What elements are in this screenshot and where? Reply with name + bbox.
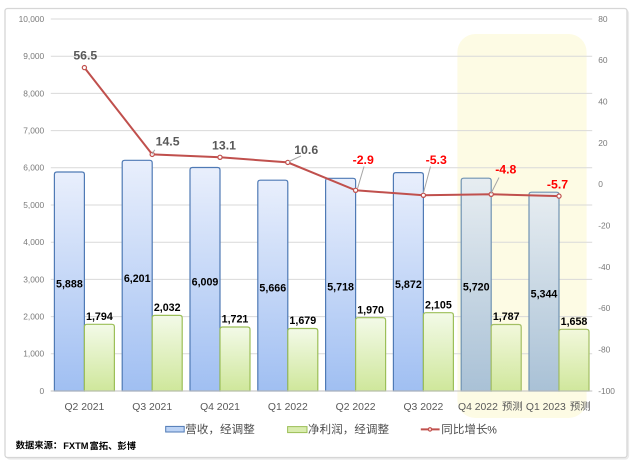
- svg-text:-80: -80: [598, 345, 610, 355]
- svg-text:5,000: 5,000: [23, 200, 44, 210]
- svg-text:FXTM: FXTM: [63, 441, 89, 451]
- svg-text:1,658: 1,658: [561, 316, 588, 328]
- svg-text:-40: -40: [598, 262, 610, 272]
- svg-text:Q2 2021: Q2 2021: [64, 402, 104, 413]
- svg-text:%: %: [487, 424, 497, 436]
- svg-text:5,888: 5,888: [56, 279, 83, 291]
- svg-text:1,794: 1,794: [86, 311, 113, 323]
- svg-text:6,000: 6,000: [23, 163, 44, 173]
- svg-text:Q4 2021: Q4 2021: [200, 402, 240, 413]
- svg-text:7,000: 7,000: [23, 126, 44, 136]
- svg-text:5,666: 5,666: [259, 283, 286, 295]
- svg-text:Q1 2022: Q1 2022: [268, 402, 308, 413]
- svg-text:20: 20: [598, 138, 608, 148]
- svg-text:8,000: 8,000: [23, 88, 44, 98]
- svg-text:1,970: 1,970: [357, 304, 384, 316]
- svg-text:13.1: 13.1: [212, 138, 236, 152]
- svg-text:Q2 2022: Q2 2022: [336, 402, 376, 413]
- svg-text:4,000: 4,000: [23, 237, 44, 247]
- svg-text:Q3 2021: Q3 2021: [132, 402, 172, 413]
- svg-text:5,720: 5,720: [463, 282, 490, 294]
- svg-text:2,032: 2,032: [154, 302, 181, 314]
- svg-text:Q4 2022: Q4 2022: [458, 402, 498, 413]
- svg-text:10,000: 10,000: [19, 14, 45, 24]
- svg-text:1,787: 1,787: [493, 311, 520, 323]
- svg-text:-20: -20: [598, 221, 610, 231]
- svg-text:10.6: 10.6: [294, 143, 318, 157]
- svg-text:5,344: 5,344: [531, 289, 558, 301]
- svg-text:-4.8: -4.8: [495, 162, 516, 176]
- svg-text:Q1 2023: Q1 2023: [526, 402, 566, 413]
- svg-text:80: 80: [598, 14, 608, 24]
- svg-text:0: 0: [598, 179, 603, 189]
- svg-text:60: 60: [598, 55, 608, 65]
- svg-text:3,000: 3,000: [23, 274, 44, 284]
- svg-text:6,009: 6,009: [192, 276, 219, 288]
- svg-text:56.5: 56.5: [73, 48, 97, 62]
- svg-text:-5.7: -5.7: [547, 178, 568, 192]
- svg-text:5,872: 5,872: [395, 279, 422, 291]
- svg-text:14.5: 14.5: [156, 134, 180, 148]
- svg-text:1,721: 1,721: [222, 314, 249, 326]
- svg-text:-100: -100: [598, 386, 615, 396]
- svg-text:0: 0: [40, 386, 45, 396]
- svg-text:-5.3: -5.3: [426, 153, 447, 167]
- svg-text:2,105: 2,105: [425, 299, 452, 311]
- svg-text:1,679: 1,679: [289, 315, 316, 327]
- svg-text:Q3 2022: Q3 2022: [403, 402, 443, 413]
- svg-text:1,000: 1,000: [23, 349, 44, 359]
- svg-text:-60: -60: [598, 303, 610, 313]
- svg-text:-2.9: -2.9: [353, 153, 374, 167]
- svg-text:2,000: 2,000: [23, 312, 44, 322]
- svg-text:40: 40: [598, 97, 608, 107]
- svg-text:5,718: 5,718: [327, 282, 354, 294]
- svg-text:6,201: 6,201: [124, 273, 151, 285]
- svg-text:9,000: 9,000: [23, 51, 44, 61]
